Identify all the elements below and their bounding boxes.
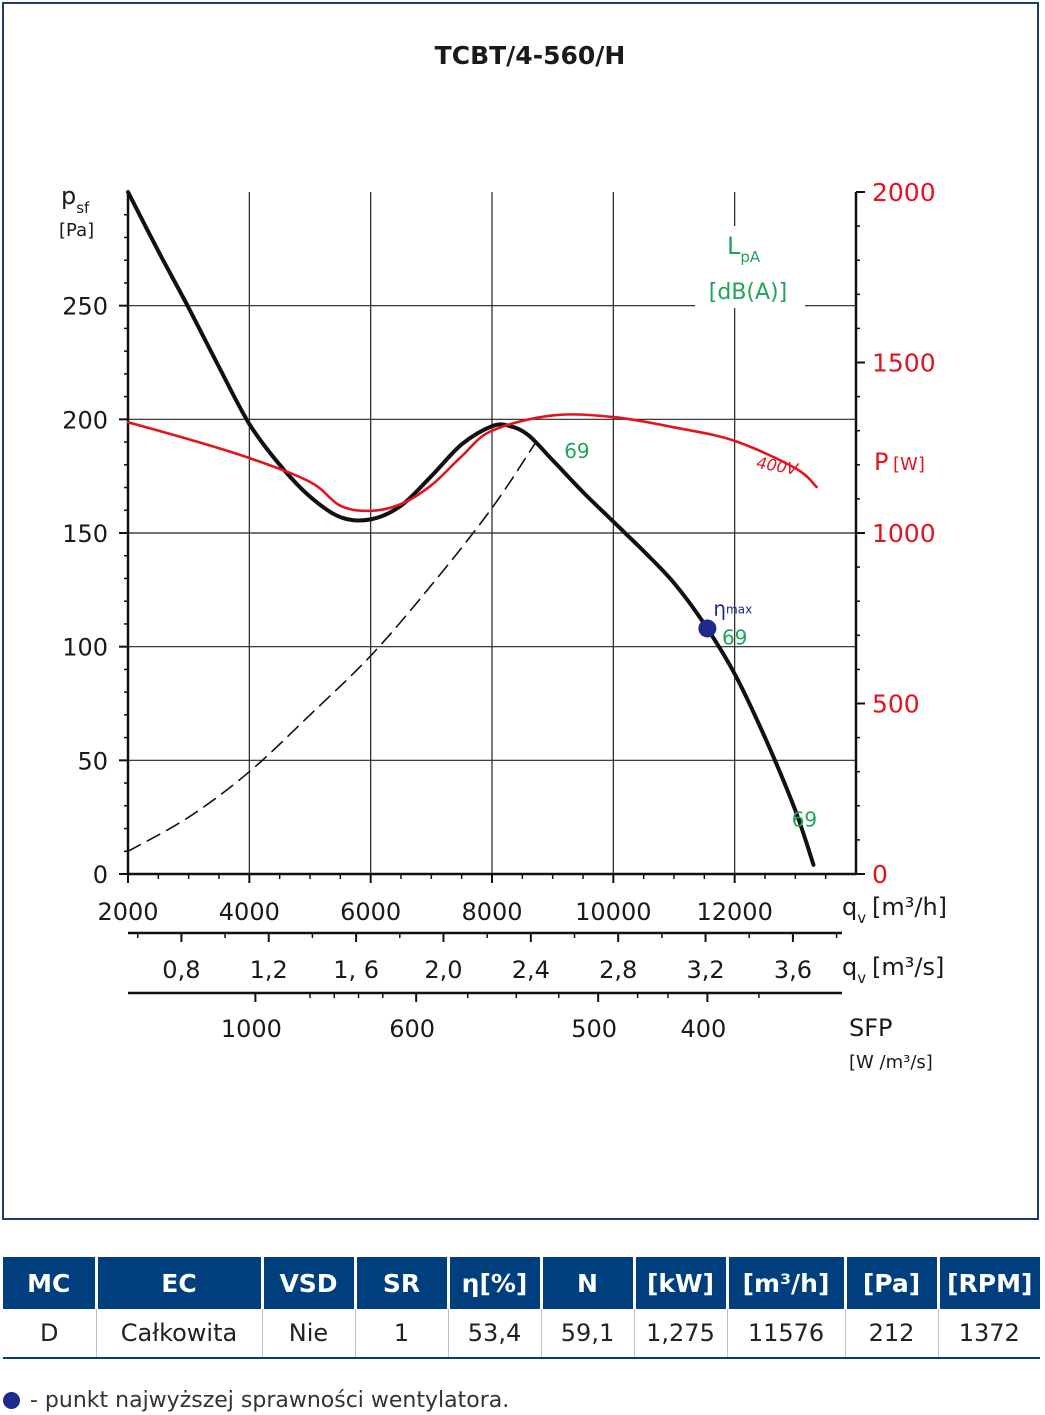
header-power-kw: [kW] (634, 1257, 729, 1309)
header-mc: MC (3, 1257, 98, 1309)
x-tick-label: 2000 (97, 898, 158, 926)
y-tick-label: 200 (62, 406, 108, 434)
flow-m3s-axis-unit: [m³/s] (872, 953, 944, 981)
y-tick-label: 250 (62, 293, 108, 321)
flow-m3s-axis-label: qv (842, 953, 866, 987)
y2-tick-label: 2000 (872, 178, 936, 207)
eta-max-point (698, 619, 717, 638)
header-sr: SR (355, 1257, 450, 1309)
y-axis-unit: [Pa] (59, 220, 94, 241)
x-tick-label: 10000 (575, 898, 651, 926)
header-rpm: [RPM] (938, 1257, 1040, 1309)
noise-level-label: 69 (792, 807, 817, 831)
header-ec: EC (96, 1257, 264, 1309)
cell-sr: 1 (355, 1309, 449, 1359)
y-tick-label: 50 (77, 747, 108, 775)
flow-m3s-tick-label: 1, 6 (333, 956, 379, 984)
series-system-curve-line (127, 443, 536, 853)
y-tick-label: 0 (93, 861, 108, 889)
y-axis-label: psf (61, 182, 90, 217)
series-power-line (126, 413, 818, 513)
noise-unit: [dB(A)] (709, 280, 787, 305)
x-tick-label: 8000 (461, 898, 522, 926)
sfp-axis-unit: [W /m³/s] (849, 1052, 933, 1073)
legend-note-text: - punkt najwyższej sprawności wentylator… (30, 1387, 510, 1413)
x-tick-label: 4000 (219, 898, 280, 926)
y2-tick-label: 0 (872, 860, 888, 889)
fan-performance-chart: TCBT/4-560/H 0 50 100 150 200 250 0 500 1000 1500 2… (59, 41, 947, 1073)
y2-tick-label: 1000 (872, 519, 936, 548)
x-tick-label: 6000 (340, 898, 401, 926)
cell-rpm: 1372 (938, 1309, 1040, 1359)
spec-table: MC EC VSD SR η[%] N [kW] [m³/h] [Pa] [RP… (3, 1257, 1040, 1359)
header-flow: [m³/h] (727, 1257, 847, 1309)
header-pressure: [Pa] (845, 1257, 940, 1309)
cell-flow: 11576 (727, 1309, 846, 1359)
header-efficiency: η[%] (448, 1257, 543, 1309)
cell-power-kw: 1,275 (634, 1309, 728, 1359)
chart-title: TCBT/4-560/H (435, 41, 626, 70)
y2-axis-label: P (874, 448, 888, 476)
header-vsd: VSD (262, 1257, 357, 1309)
eta-max-label: ηmax (713, 596, 752, 620)
spec-header-row: MC EC VSD SR η[%] N [kW] [m³/h] [Pa] [RP… (3, 1257, 1040, 1309)
y-tick-label: 150 (62, 520, 108, 548)
header-n: N (541, 1257, 636, 1309)
noise-level-label: 69 (564, 439, 589, 463)
flow-m3s-tick-label: 1,2 (250, 956, 288, 984)
flow-m3s-tick-label: 2,4 (512, 956, 550, 984)
sfp-axis-label: SFP (849, 1014, 893, 1042)
y2-tick-label: 500 (872, 690, 920, 719)
flow-m3s-tick-label: 2,8 (599, 956, 637, 984)
flow-m3s-tick-label: 3,6 (774, 956, 812, 984)
flow-m3s-tick-label: 2,0 (424, 956, 462, 984)
legend-note: - punkt najwyższej sprawności wentylator… (3, 1385, 509, 1415)
sfp-tick-label: 500 (571, 1015, 617, 1043)
series-power-label: 400V (755, 453, 800, 479)
noise-label: LpA (727, 232, 761, 266)
flow-m3s-tick-label: 3,2 (686, 956, 724, 984)
flow-m3s-tick-label: 0,8 (162, 956, 200, 984)
cell-ec: Całkowita (96, 1309, 263, 1359)
cell-mc: D (3, 1309, 97, 1359)
noise-level-label: 69 (722, 625, 747, 649)
x-axis-unit: [m³/h] (872, 893, 947, 921)
sfp-tick-label: 400 (680, 1015, 726, 1043)
cell-vsd: Nie (262, 1309, 356, 1359)
spec-data-row: D Całkowita Nie 1 53,4 59,1 1,275 11576 … (3, 1309, 1040, 1359)
eta-max-legend-dot (3, 1391, 20, 1409)
sfp-tick-label: 600 (389, 1015, 435, 1043)
chart-frame (2, 2, 1039, 1220)
y2-tick-label: 1500 (872, 349, 936, 378)
noise-label-background (695, 226, 805, 308)
x-axis-label: qv (842, 893, 866, 927)
cell-n: 59,1 (541, 1309, 635, 1359)
y2-axis-unit: [W] (893, 454, 925, 475)
cell-efficiency: 53,4 (448, 1309, 542, 1359)
sfp-tick-label: 1000 (221, 1015, 282, 1043)
y-tick-label: 100 (62, 634, 108, 662)
x-tick-label: 12000 (696, 898, 772, 926)
cell-pressure: 212 (845, 1309, 939, 1359)
